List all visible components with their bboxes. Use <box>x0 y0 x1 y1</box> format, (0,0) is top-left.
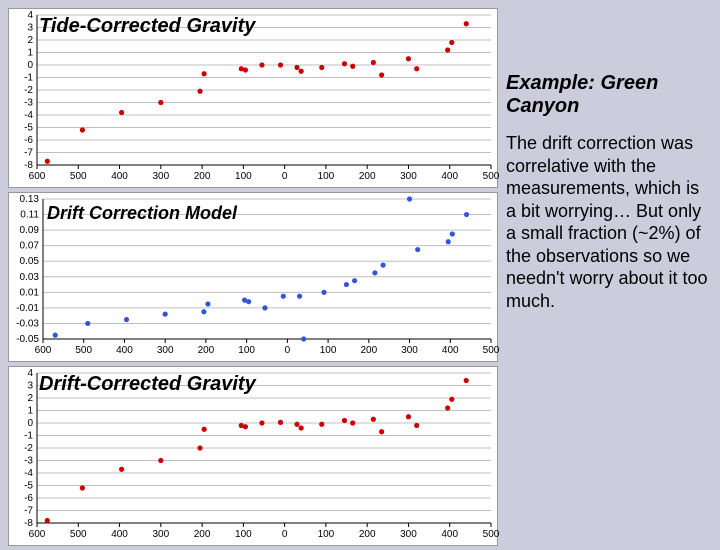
svg-text:-6: -6 <box>24 135 33 146</box>
chart-0: Tide-Corrected Gravity-8-7-6-5-4-3-2-101… <box>8 8 498 188</box>
chart-title-2: Drift-Corrected Gravity <box>39 373 256 396</box>
svg-text:-2: -2 <box>24 443 33 454</box>
chart-1: Drift Correction Model -0.05 -0.03 -0.01 0.0… <box>8 192 498 362</box>
svg-text:400: 400 <box>111 171 128 182</box>
svg-text:-0.01: -0.01 <box>16 303 39 314</box>
svg-text:500: 500 <box>70 171 87 182</box>
svg-text:-4: -4 <box>24 468 33 479</box>
svg-text:400: 400 <box>442 345 459 356</box>
svg-text:400: 400 <box>441 529 458 540</box>
svg-text:400: 400 <box>111 529 128 540</box>
svg-text:500: 500 <box>75 345 92 356</box>
svg-text:-5: -5 <box>24 123 33 134</box>
svg-text:3: 3 <box>27 381 33 392</box>
svg-text:0: 0 <box>27 418 33 429</box>
svg-text:0.09: 0.09 <box>20 225 40 236</box>
svg-text:0.03: 0.03 <box>20 272 40 283</box>
svg-text:400: 400 <box>441 171 458 182</box>
svg-text:-8: -8 <box>24 160 33 171</box>
svg-text:200: 200 <box>194 171 211 182</box>
svg-text:4: 4 <box>27 368 33 379</box>
svg-text:500: 500 <box>483 345 499 356</box>
svg-text:600: 600 <box>29 529 46 540</box>
svg-text:300: 300 <box>401 345 418 356</box>
svg-text:0.01: 0.01 <box>20 287 40 298</box>
svg-text:100: 100 <box>235 171 252 182</box>
svg-text:300: 300 <box>152 171 169 182</box>
explanation-body: The drift correction was correlative wit… <box>506 132 712 312</box>
chart-title-0: Tide-Corrected Gravity <box>39 15 255 38</box>
svg-text:0.05: 0.05 <box>20 256 40 267</box>
svg-text:400: 400 <box>116 345 133 356</box>
svg-text:100: 100 <box>235 529 252 540</box>
svg-text:-8: -8 <box>24 518 33 529</box>
svg-text:300: 300 <box>152 529 169 540</box>
svg-text:100: 100 <box>318 171 335 182</box>
svg-text:600: 600 <box>29 171 46 182</box>
svg-text:0: 0 <box>285 345 291 356</box>
svg-text:500: 500 <box>70 529 87 540</box>
svg-text:600: 600 <box>35 345 52 356</box>
svg-text:-3: -3 <box>24 456 33 467</box>
svg-text:0: 0 <box>27 60 33 71</box>
svg-text:300: 300 <box>157 345 174 356</box>
svg-text:500: 500 <box>483 171 499 182</box>
svg-text:200: 200 <box>359 529 376 540</box>
svg-text:100: 100 <box>238 345 255 356</box>
svg-text:-7: -7 <box>24 506 33 517</box>
svg-text:100: 100 <box>320 345 337 356</box>
charts-column: Tide-Corrected Gravity-8-7-6-5-4-3-2-101… <box>8 8 498 550</box>
svg-text:300: 300 <box>400 529 417 540</box>
svg-text:200: 200 <box>198 345 215 356</box>
right-column: Example: Green Canyon The drift correcti… <box>506 72 712 312</box>
chart-title-1: Drift Correction Model <box>47 203 237 224</box>
svg-text:-7: -7 <box>24 148 33 159</box>
svg-text:0.07: 0.07 <box>20 241 40 252</box>
svg-text:200: 200 <box>359 171 376 182</box>
svg-text:-4: -4 <box>24 110 33 121</box>
svg-text:500: 500 <box>483 529 499 540</box>
svg-text:-2: -2 <box>24 85 33 96</box>
chart-2: Drift-Corrected Gravity -8-7 -6-5 -4-3 -2-1 0… <box>8 366 498 546</box>
svg-text:-0.05: -0.05 <box>16 334 39 345</box>
svg-text:300: 300 <box>400 171 417 182</box>
svg-text:0.11: 0.11 <box>20 210 39 221</box>
svg-text:4: 4 <box>27 10 33 21</box>
svg-text:200: 200 <box>194 529 211 540</box>
svg-text:-5: -5 <box>24 481 33 492</box>
svg-text:2: 2 <box>27 393 33 404</box>
svg-text:1: 1 <box>27 406 33 417</box>
svg-text:2: 2 <box>27 35 33 46</box>
svg-text:100: 100 <box>318 529 335 540</box>
svg-text:-1: -1 <box>24 431 33 442</box>
example-heading: Example: Green Canyon <box>506 72 712 118</box>
svg-text:0.13: 0.13 <box>20 194 40 205</box>
svg-text:-1: -1 <box>24 73 33 84</box>
svg-text:1: 1 <box>27 48 33 59</box>
svg-text:3: 3 <box>27 23 33 34</box>
svg-text:200: 200 <box>360 345 377 356</box>
svg-text:-6: -6 <box>24 493 33 504</box>
svg-text:0: 0 <box>282 529 288 540</box>
svg-text:-0.03: -0.03 <box>16 318 39 329</box>
svg-text:-3: -3 <box>24 98 33 109</box>
svg-text:0: 0 <box>282 171 288 182</box>
